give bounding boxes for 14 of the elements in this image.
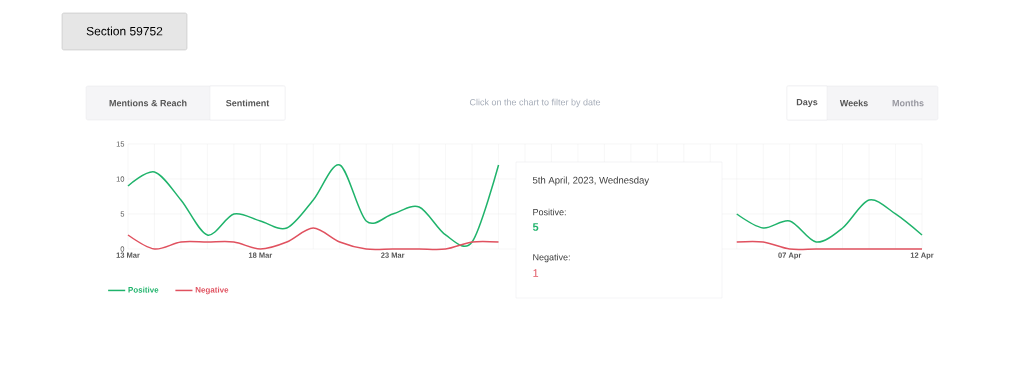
legend-label: Negative <box>195 286 229 295</box>
text: 1 <box>533 269 539 277</box>
text: Negative: <box>533 253 570 263</box>
text: Sentiment <box>226 99 270 107</box>
text: Days <box>796 98 818 108</box>
text: Mentions & Reach <box>109 99 187 107</box>
chart-title: Section 59752 <box>86 26 163 36</box>
text: Click on the chart to filter by date <box>469 98 601 108</box>
legend-label: Positive <box>128 286 159 293</box>
annotation: 5 <box>532 223 539 231</box>
text: Weeks <box>839 99 868 107</box>
annotation: 5th April, 2023, Wednesday <box>532 176 650 186</box>
annotation: Positive: <box>533 208 566 216</box>
text: Months <box>892 99 924 107</box>
